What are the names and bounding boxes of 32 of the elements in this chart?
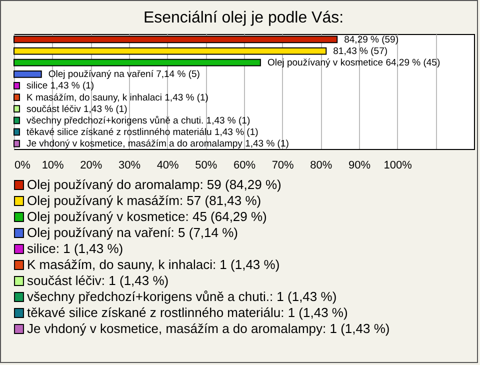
data-label: 81,43 % (57) <box>333 46 388 58</box>
legend-label: všechny předchozí+korigens vůně a chuti.: 1 (1,43 %) <box>27 289 337 304</box>
legend-label: Olej používaný k masážím: 57 (81,43 %) <box>27 193 262 208</box>
x-tick-label: 80% <box>310 160 332 172</box>
legend-label: součást léčiv: 1 (1,43 %) <box>27 273 169 288</box>
data-label: všechny předchozí+korigens vůně a chuti. 1,43 % (1) <box>26 115 250 126</box>
legend-label: Olej používaný na vaření: 5 (7,14 %) <box>27 225 238 240</box>
legend-label: Olej používaný do aromalamp: 59 (84,29 %) <box>27 177 282 192</box>
data-label: Olej používaný v kosmetice 64,29 % (45) <box>267 58 440 69</box>
data-label: těkavé silice získané z rostlinného materiálu 1,43 % (1) <box>26 126 258 138</box>
data-label: silice 1,43 % (1) <box>26 80 94 92</box>
x-tick-label: 40% <box>156 160 180 172</box>
data-label: Olej používaný na vaření 7,14 % (5) <box>48 69 200 80</box>
chart-title: Esenciální olej je podle Vás: <box>143 10 344 26</box>
x-tick-label: 60% <box>233 160 256 172</box>
legend-label: těkavé silice získané z rostlinného materiálu: 1 (1,43 %) <box>27 305 348 320</box>
data-label: K masážím, do sauny, k inhalaci 1,43 % (1) <box>26 92 208 104</box>
legend-label: silice: 1 (1,43 %) <box>27 241 124 256</box>
data-label: 84,29 % (59) <box>344 34 399 46</box>
legend-label: Je vhdoný v kosmetice, masážím a do aromalampy: 1 (1,43 %) <box>27 321 390 336</box>
data-label: součást léčiv 1,43 % (1) <box>26 104 128 115</box>
x-tick-label: 70% <box>272 160 294 172</box>
data-label: Je vhdoný v kosmetice, masážím a do aromalampy 1,43 % (1) <box>26 138 289 150</box>
legend-label: Olej používaný v kosmetice: 45 (64,29 %) <box>27 209 267 224</box>
x-tick-label: 50% <box>195 160 218 172</box>
x-tick-label: 30% <box>118 160 141 172</box>
x-tick-label: 0% <box>14 160 31 172</box>
x-tick-label: 100% <box>384 160 412 172</box>
legend-label: K masážím, do sauny, k inhalaci: 1 (1,43 %) <box>27 257 280 272</box>
x-tick-label: 20% <box>80 160 102 172</box>
x-tick-label: 10% <box>42 160 64 172</box>
x-tick-label: 90% <box>348 160 371 172</box>
